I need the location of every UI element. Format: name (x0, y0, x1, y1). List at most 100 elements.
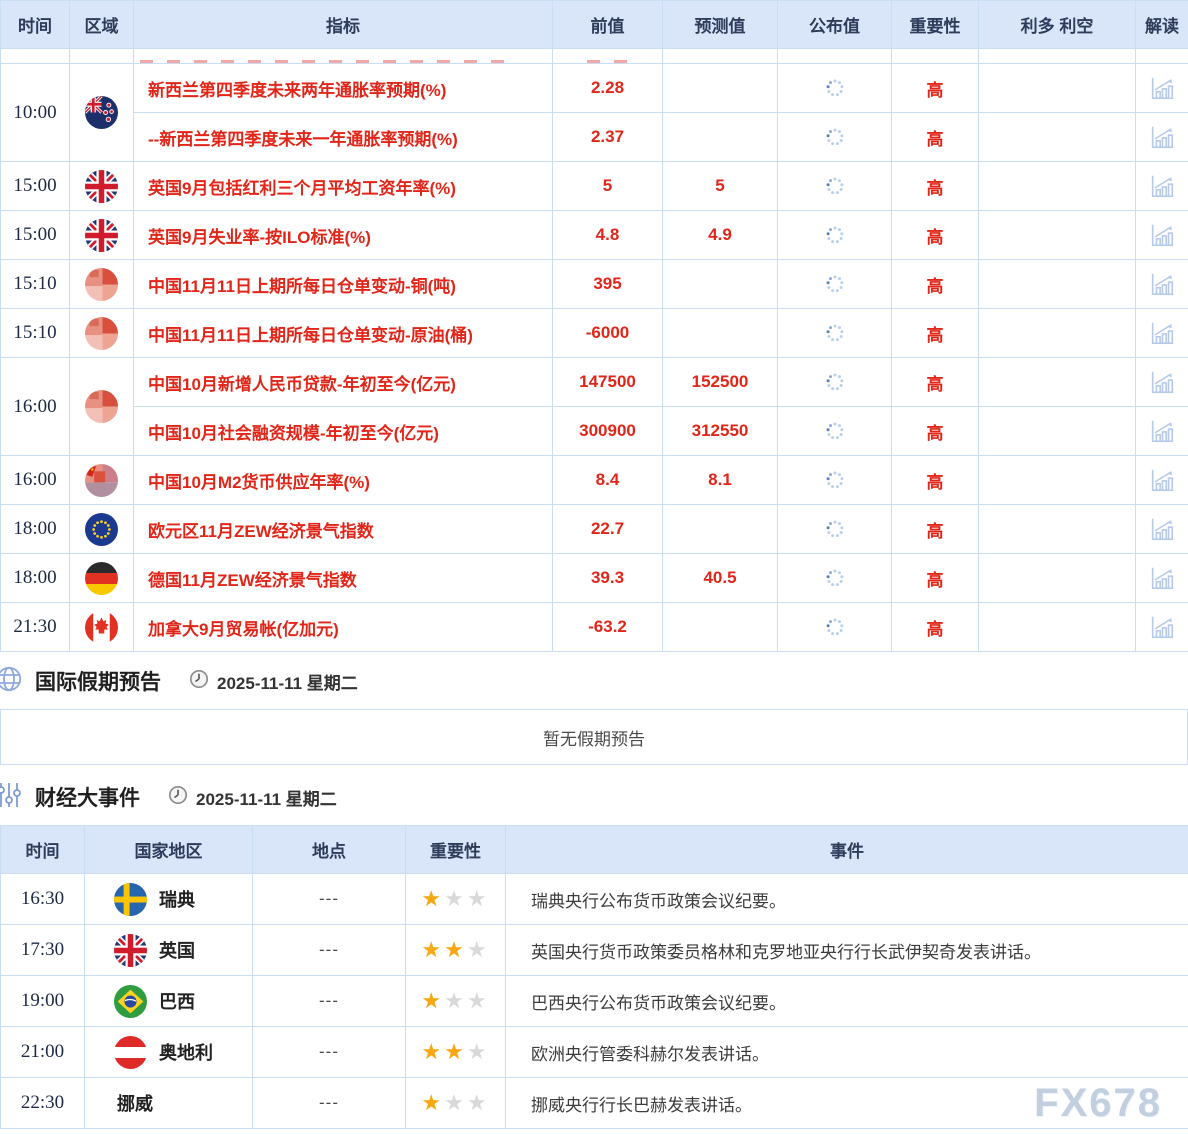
bar-chart-trend-icon[interactable] (1148, 564, 1176, 592)
previous-value: 4.8 (552, 210, 663, 260)
country-name: 奥地利 (159, 1043, 213, 1063)
indicator-name: 欧元区11月ZEW经济景气指数 (133, 504, 553, 554)
region-flag-cell (69, 210, 134, 260)
published-value-pending (777, 161, 892, 211)
bar-chart-trend-icon[interactable] (1148, 172, 1176, 200)
star-filled-icon: ★ (421, 937, 445, 962)
event-time: 17:30 (0, 924, 85, 976)
clipped-red-text (140, 59, 508, 63)
calendar-row[interactable]: 21:30 加拿大9月贸易帐(亿加元) -63.2 高 (0, 602, 1188, 652)
calendar-row[interactable]: 18:00 德国11月ZEW经济景气指数 39.3 40.5 高 (0, 553, 1188, 603)
country-name: 巴西 (159, 992, 195, 1012)
calendar-row[interactable]: 18:00 欧元区11月ZEW经济景气指数 22.7 高 (0, 504, 1188, 554)
bull-bear-cell (978, 112, 1136, 162)
star-empty-icon: ★ (444, 886, 467, 911)
calendar-row[interactable]: --新西兰第四季度未来一年通胀率预期(%) 2.37 高 (1, 112, 1188, 162)
published-value-pending (777, 259, 892, 309)
big-event-row[interactable]: 22:30 挪威 --- ★★★ 挪威央行行长巴赫发表讲话。 (0, 1077, 1188, 1129)
events-header-row: 时间 国家地区 地点 重要性 事件 (0, 825, 1188, 874)
germany-flag-icon (85, 561, 118, 595)
bull-bear-cell (978, 602, 1136, 652)
calendar-row[interactable]: 15:00 英国9月失业率-按ILO标准(%) 4.8 4.9 高 (0, 210, 1188, 260)
forecast-value (662, 63, 778, 113)
china-blurred-2-flag-icon (85, 463, 118, 497)
calendar-row[interactable]: 16:00 中国10月新增人民币贷款-年初至今(亿元) 147500 152500 高 (0, 357, 1188, 456)
region-flag-cell (69, 308, 134, 358)
region-flag-cell (69, 602, 134, 652)
bar-chart-trend-icon[interactable] (1148, 613, 1176, 641)
calendar-row[interactable]: 10:00 新西兰第四季度未来两年通胀率预期(%) 2.28 高 (0, 63, 1188, 162)
interpret-cell (1135, 455, 1188, 505)
event-time: 15:00 (0, 161, 70, 211)
importance-stars: ★★★ (405, 1077, 506, 1129)
importance-level: 高 (891, 259, 979, 309)
calendar-row[interactable]: 15:00 英国9月包括红利三个月平均工资年率(%) 5 5 高 (0, 161, 1188, 211)
bull-bear-cell (978, 63, 1136, 113)
big-event-row[interactable]: 16:30 瑞典 --- ★★★ 瑞典央行公布货币政策会议纪要。 (0, 873, 1188, 925)
big-event-row[interactable]: 19:00 巴西 --- ★★★ 巴西央行公布货币政策会议纪要。 (0, 975, 1188, 1027)
event-time: 10:00 (0, 63, 70, 162)
calendar-row[interactable]: 中国10月社会融资规模-年初至今(亿元) 300900 312550 高 (1, 406, 1188, 456)
bar-chart-trend-icon[interactable] (1148, 368, 1176, 396)
importance-stars: ★★★ (405, 924, 506, 976)
bar-chart-trend-icon[interactable] (1148, 123, 1176, 151)
star-empty-icon: ★ (444, 988, 467, 1013)
big-event-row[interactable]: 17:30 英国 --- ★★★ 英国央行货币政策委员格林和克罗地亚央行行长武伊契奇发表… (0, 924, 1188, 976)
uk-flag-icon (85, 218, 118, 252)
event-description: 英国央行货币政策委员格林和克罗地亚央行行长武伊契奇发表讲话。 (505, 924, 1188, 976)
indicator-name: 中国10月新增人民币贷款-年初至今(亿元) (133, 357, 553, 407)
events-date: 2025-11-11 星期二 (168, 785, 337, 810)
forecast-value: 40.5 (662, 553, 778, 603)
loading-spinner-icon (826, 226, 843, 244)
interpret-cell (1135, 259, 1188, 309)
events-section-title: 财经大事件 (35, 787, 140, 810)
sweden-flag-icon (114, 882, 147, 916)
interpret-cell (1135, 406, 1188, 456)
bar-chart-trend-icon[interactable] (1148, 74, 1176, 102)
austria-flag-icon (114, 1035, 147, 1069)
bar-chart-trend-icon[interactable] (1148, 319, 1176, 347)
forecast-value: 152500 (662, 357, 778, 407)
uk-flag-icon (85, 169, 118, 203)
previous-value: 8.4 (552, 455, 663, 505)
bar-chart-trend-icon[interactable] (1148, 466, 1176, 494)
country-cell: 奥地利 (84, 1026, 253, 1078)
bar-chart-trend-icon[interactable] (1148, 221, 1176, 249)
bull-bear-cell (978, 308, 1136, 358)
forecast-value: 312550 (662, 406, 778, 456)
big-event-row[interactable]: 21:00 奥地利 --- ★★★ 欧洲央行管委科赫尔发表讲话。 (0, 1026, 1188, 1078)
published-value-pending (777, 357, 892, 407)
published-value-pending (777, 308, 892, 358)
calendar-row[interactable]: 15:10 中国11月11日上期所每日仓单变动-原油(桶) -6000 高 (0, 308, 1188, 358)
importance-level: 高 (891, 63, 979, 113)
interpret-cell (1135, 553, 1188, 603)
star-empty-icon: ★ (444, 1090, 467, 1115)
calendar-row[interactable]: 15:10 中国11月11日上期所每日仓单变动-铜(吨) 395 高 (0, 259, 1188, 309)
bar-chart-trend-icon[interactable] (1148, 515, 1176, 543)
published-value-pending (777, 553, 892, 603)
col-header-indicator: 指标 (133, 0, 553, 49)
forecast-value (662, 259, 778, 309)
event-description: 欧洲央行管委科赫尔发表讲话。 (505, 1026, 1188, 1078)
interpret-cell (1135, 602, 1188, 652)
bar-chart-trend-icon[interactable] (1148, 417, 1176, 445)
importance-level: 高 (891, 406, 979, 456)
new-zealand-flag-icon (85, 96, 118, 129)
event-description: 挪威央行行长巴赫发表讲话。 (505, 1077, 1188, 1129)
indicator-name: 英国9月包括红利三个月平均工资年率(%) (133, 161, 553, 211)
previous-value: 39.3 (552, 553, 663, 603)
calendar-header-row: 时间 区域 指标 前值 预测值 公布值 重要性 利多 利空 解读 (0, 0, 1188, 49)
indicator-name: 中国10月社会融资规模-年初至今(亿元) (133, 406, 553, 456)
star-empty-icon: ★ (466, 1039, 490, 1064)
bar-chart-trend-icon[interactable] (1148, 270, 1176, 298)
star-filled-icon: ★ (421, 1090, 445, 1115)
col-header-region: 区域 (69, 0, 134, 49)
interpret-cell (1135, 210, 1188, 260)
loading-spinner-icon (826, 569, 843, 587)
col-header-country: 国家地区 (84, 825, 253, 874)
globe-icon (0, 665, 23, 698)
event-time: 18:00 (0, 504, 70, 554)
col-header-event: 事件 (505, 825, 1188, 874)
calendar-row[interactable]: 16:00 中国10月M2货币供应年率(%) 8.4 8.1 高 (0, 455, 1188, 505)
